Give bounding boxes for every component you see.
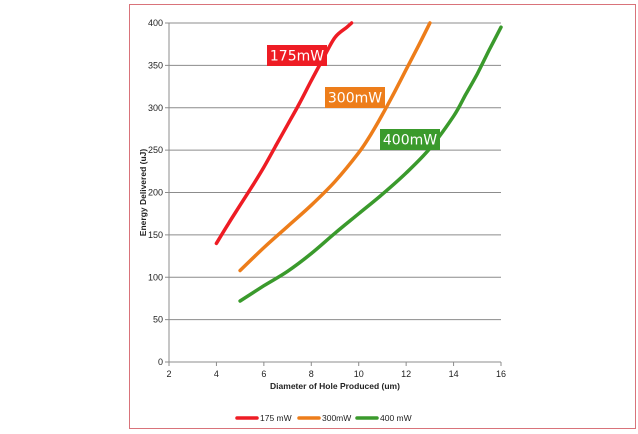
callout-box-3 (380, 129, 440, 150)
series-lines (214, 21, 503, 303)
series-line-3 (238, 25, 503, 303)
y-axis-title: Energy Delivered (uJ) (138, 149, 148, 237)
series-callouts: 175mW 300mW 400mW (267, 45, 440, 150)
y-tick-label: 400 (148, 18, 163, 28)
series-line-1 (214, 21, 354, 246)
x-tick-label: 10 (354, 369, 364, 379)
y-tick-label: 250 (148, 145, 163, 155)
x-tick-label: 6 (261, 369, 266, 379)
axes (165, 22, 502, 366)
callout-box-2 (325, 87, 385, 108)
y-tick-label: 350 (148, 60, 163, 70)
callout-label-1: 175mW (270, 49, 324, 65)
gridlines (169, 22, 501, 321)
callout-box-1 (267, 45, 327, 66)
y-tick-label: 300 (148, 103, 163, 113)
y-tick-label: 150 (148, 230, 163, 240)
callout-label-3: 400mW (383, 133, 437, 149)
series-line-2 (238, 21, 432, 273)
legend: 175 mW 300mW 400 mW (235, 413, 412, 423)
y-tick-label: 50 (153, 315, 163, 325)
y-tick-label: 100 (148, 272, 163, 282)
x-tick-label: 2 (166, 369, 171, 379)
x-axis-title: Diameter of Hole Produced (um) (270, 381, 400, 391)
y-tick-label: 200 (148, 188, 163, 198)
y-tick-label: 0 (158, 357, 163, 367)
tick-labels: 0 50 100 150 200 250 300 350 400 2 4 6 8 10 12 14 16 (148, 18, 506, 379)
callout-label-2: 300mW (328, 91, 382, 107)
legend-label-1: 175 mW (260, 413, 292, 423)
x-tick-label: 8 (309, 369, 314, 379)
x-tick-label: 12 (401, 369, 411, 379)
x-tick-label: 16 (496, 369, 506, 379)
chart-frame (129, 4, 636, 429)
x-tick-label: 14 (449, 369, 459, 379)
legend-label-2: 300mW (322, 413, 351, 423)
legend-label-3: 400 mW (380, 413, 412, 423)
x-tick-label: 4 (214, 369, 219, 379)
